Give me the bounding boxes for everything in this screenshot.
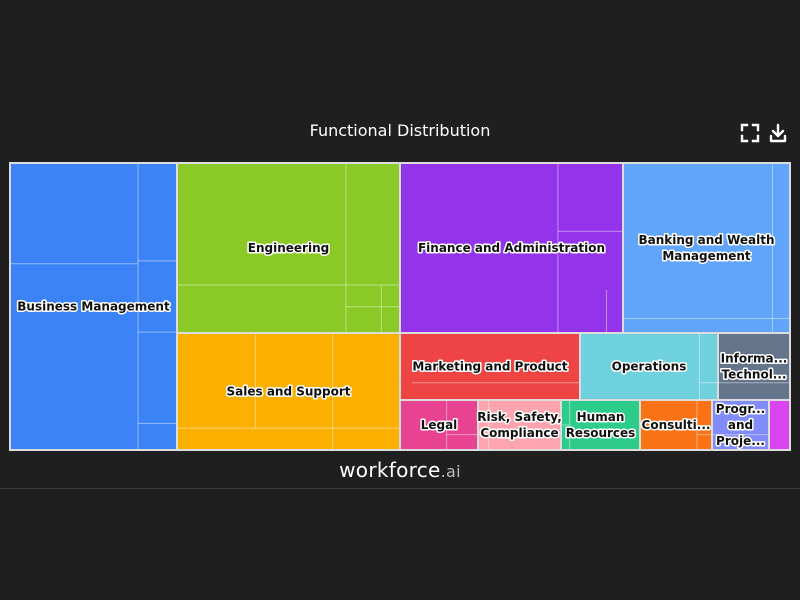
tile-sales-and-support[interactable] (178, 334, 399, 449)
tile-label-human-resources: Human Resources (566, 410, 636, 440)
brand-suffix: .ai (440, 462, 461, 481)
tile-label-banking-and-wealth-management: Banking and Wealth Management (638, 233, 774, 263)
tile-label-engineering: Engineering (248, 241, 329, 255)
brand-logo: workforce.ai (0, 458, 800, 482)
tile-marketing-and-product[interactable] (401, 334, 579, 399)
tile-finance-and-administration[interactable] (401, 164, 622, 332)
tile-operations[interactable] (581, 334, 717, 399)
tile-label-information-technology: Informa... Technol... (721, 352, 788, 382)
tile-label-sales-and-support: Sales and Support (227, 385, 351, 399)
tile-label-program-and-project: Progr... and Proje... (716, 402, 765, 448)
tile-human-resources[interactable] (562, 401, 639, 449)
tile-consulting[interactable] (641, 401, 711, 449)
tile-other[interactable] (770, 401, 789, 449)
panel-divider (0, 488, 800, 489)
tile-label-consulting: Consulti... (642, 418, 711, 432)
tile-program-and-project[interactable] (713, 401, 768, 449)
tile-information-technology[interactable] (719, 334, 789, 399)
tile-label-finance-and-administration: Finance and Administration (418, 241, 605, 255)
brand-name: workforce (339, 458, 441, 482)
tile-legal[interactable] (401, 401, 477, 449)
tile-business-management[interactable] (11, 164, 176, 449)
fullscreen-icon[interactable] (740, 123, 760, 143)
tile-risk-safety-compliance[interactable] (479, 401, 560, 449)
tile-engineering[interactable] (178, 164, 399, 332)
chart-title: Functional Distribution (309, 121, 491, 140)
tile-label-business-management: Business Management (17, 300, 170, 314)
tile-banking-and-wealth-management[interactable] (624, 164, 789, 332)
tile-label-risk-safety-compliance: Risk, Safety, Compliance (477, 410, 562, 440)
download-icon[interactable] (768, 123, 788, 143)
tile-label-legal: Legal (421, 418, 458, 432)
tile-label-operations: Operations (612, 360, 687, 374)
tile-label-marketing-and-product: Marketing and Product (412, 360, 568, 374)
